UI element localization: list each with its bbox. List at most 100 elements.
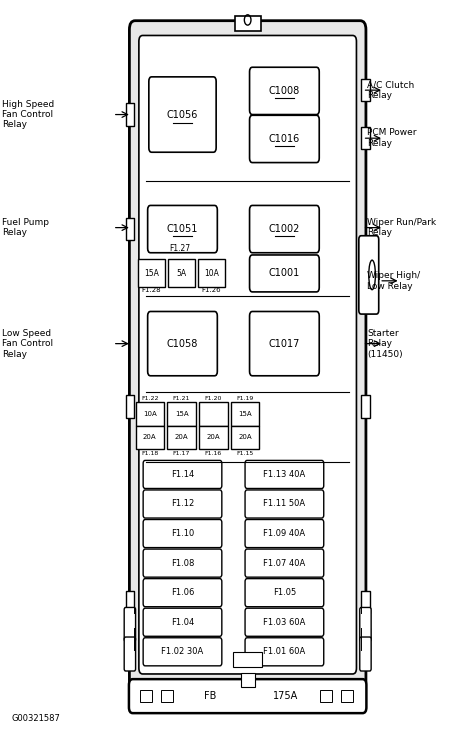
Bar [126,218,134,240]
FancyBboxPatch shape [124,607,136,641]
Text: 15A: 15A [175,411,188,417]
FancyBboxPatch shape [129,679,366,713]
Bar [140,690,152,702]
Text: F1.20: F1.20 [205,395,222,401]
FancyBboxPatch shape [245,460,324,488]
Text: C1008: C1008 [269,86,300,96]
Bar [199,402,228,426]
Text: C1017: C1017 [269,338,300,349]
FancyBboxPatch shape [143,490,222,518]
Text: F1.01 60A: F1.01 60A [263,647,306,656]
Bar [341,690,353,702]
Text: F1.08: F1.08 [171,559,194,568]
Bar [231,402,259,426]
FancyBboxPatch shape [143,549,222,577]
FancyBboxPatch shape [360,637,371,671]
Text: F1.22: F1.22 [141,395,158,401]
Bar [235,16,261,31]
FancyBboxPatch shape [359,236,379,314]
FancyBboxPatch shape [143,460,222,488]
Text: F1.26: F1.26 [201,287,221,293]
Text: F1.05: F1.05 [273,588,296,597]
Text: C1002: C1002 [269,224,300,234]
Text: F1.14: F1.14 [171,470,194,479]
FancyBboxPatch shape [245,638,324,666]
Bar [198,259,225,287]
FancyBboxPatch shape [149,77,216,152]
Text: C1001: C1001 [269,268,300,279]
Text: F1.19: F1.19 [237,395,254,401]
Bar [361,628,370,650]
FancyBboxPatch shape [143,520,222,548]
Text: F1.21: F1.21 [173,395,190,401]
Text: F1.07 40A: F1.07 40A [263,559,306,568]
Text: F1.18: F1.18 [141,451,158,456]
Text: F1.16: F1.16 [205,451,222,456]
FancyBboxPatch shape [249,205,319,253]
Text: 10A: 10A [204,269,219,278]
Text: 20A: 20A [143,435,156,440]
FancyBboxPatch shape [360,607,371,641]
Text: 10A: 10A [143,411,157,417]
Text: F1.27: F1.27 [170,245,191,253]
Text: F1.28: F1.28 [142,287,162,293]
Text: F1.15: F1.15 [237,451,254,456]
Bar [167,402,196,426]
FancyBboxPatch shape [245,608,324,636]
Text: F1.09 40A: F1.09 40A [264,529,305,538]
FancyBboxPatch shape [143,579,222,607]
Text: C1058: C1058 [167,338,198,349]
Bar [233,652,262,667]
Bar [320,690,332,702]
Text: C1056: C1056 [167,109,198,120]
FancyBboxPatch shape [245,579,324,607]
Bar [240,673,255,687]
Bar [138,259,165,287]
Bar [361,395,370,418]
FancyBboxPatch shape [245,520,324,548]
Text: 175A: 175A [273,691,298,701]
Bar [199,426,228,449]
Bar [126,395,134,418]
Bar [361,79,370,101]
Text: High Speed
Fan Control
Relay: High Speed Fan Control Relay [2,100,55,129]
Text: F1.12: F1.12 [171,500,194,508]
Text: 15A: 15A [238,411,252,417]
Bar [136,402,164,426]
FancyBboxPatch shape [139,35,356,674]
Text: Low Speed
Fan Control
Relay: Low Speed Fan Control Relay [2,329,54,358]
Text: PCM Power
Relay: PCM Power Relay [367,129,417,148]
Text: 20A: 20A [238,435,252,440]
Text: Starter
Relay
(11450): Starter Relay (11450) [367,329,403,358]
Bar [161,690,173,702]
FancyBboxPatch shape [249,115,319,163]
Text: F1.02 30A: F1.02 30A [161,647,204,656]
FancyBboxPatch shape [129,21,366,689]
Text: FB: FB [203,691,216,701]
Bar [361,127,370,149]
Bar [361,591,370,613]
Bar [126,591,134,613]
Text: G00321587: G00321587 [12,714,61,723]
Bar [136,426,164,449]
Text: F1.11 50A: F1.11 50A [264,500,305,508]
Text: 5A: 5A [176,269,187,278]
Text: F1.17: F1.17 [173,451,190,456]
FancyBboxPatch shape [124,637,136,671]
Text: 20A: 20A [175,435,188,440]
Text: Fuel Pump
Relay: Fuel Pump Relay [2,218,49,237]
Text: C1016: C1016 [269,134,300,144]
FancyBboxPatch shape [249,67,319,115]
Bar [168,259,195,287]
Text: 15A: 15A [144,269,159,278]
Text: F1.06: F1.06 [171,588,194,597]
Bar [126,103,134,126]
Text: 20A: 20A [207,435,220,440]
Text: A/C Clutch
Relay: A/C Clutch Relay [367,81,415,100]
Text: F1.13 40A: F1.13 40A [263,470,306,479]
FancyBboxPatch shape [148,312,217,375]
Text: F1.10: F1.10 [171,529,194,538]
Text: F1.03 60A: F1.03 60A [263,618,306,627]
FancyBboxPatch shape [245,549,324,577]
Text: Wiper Run/Park
Relay: Wiper Run/Park Relay [367,218,437,237]
